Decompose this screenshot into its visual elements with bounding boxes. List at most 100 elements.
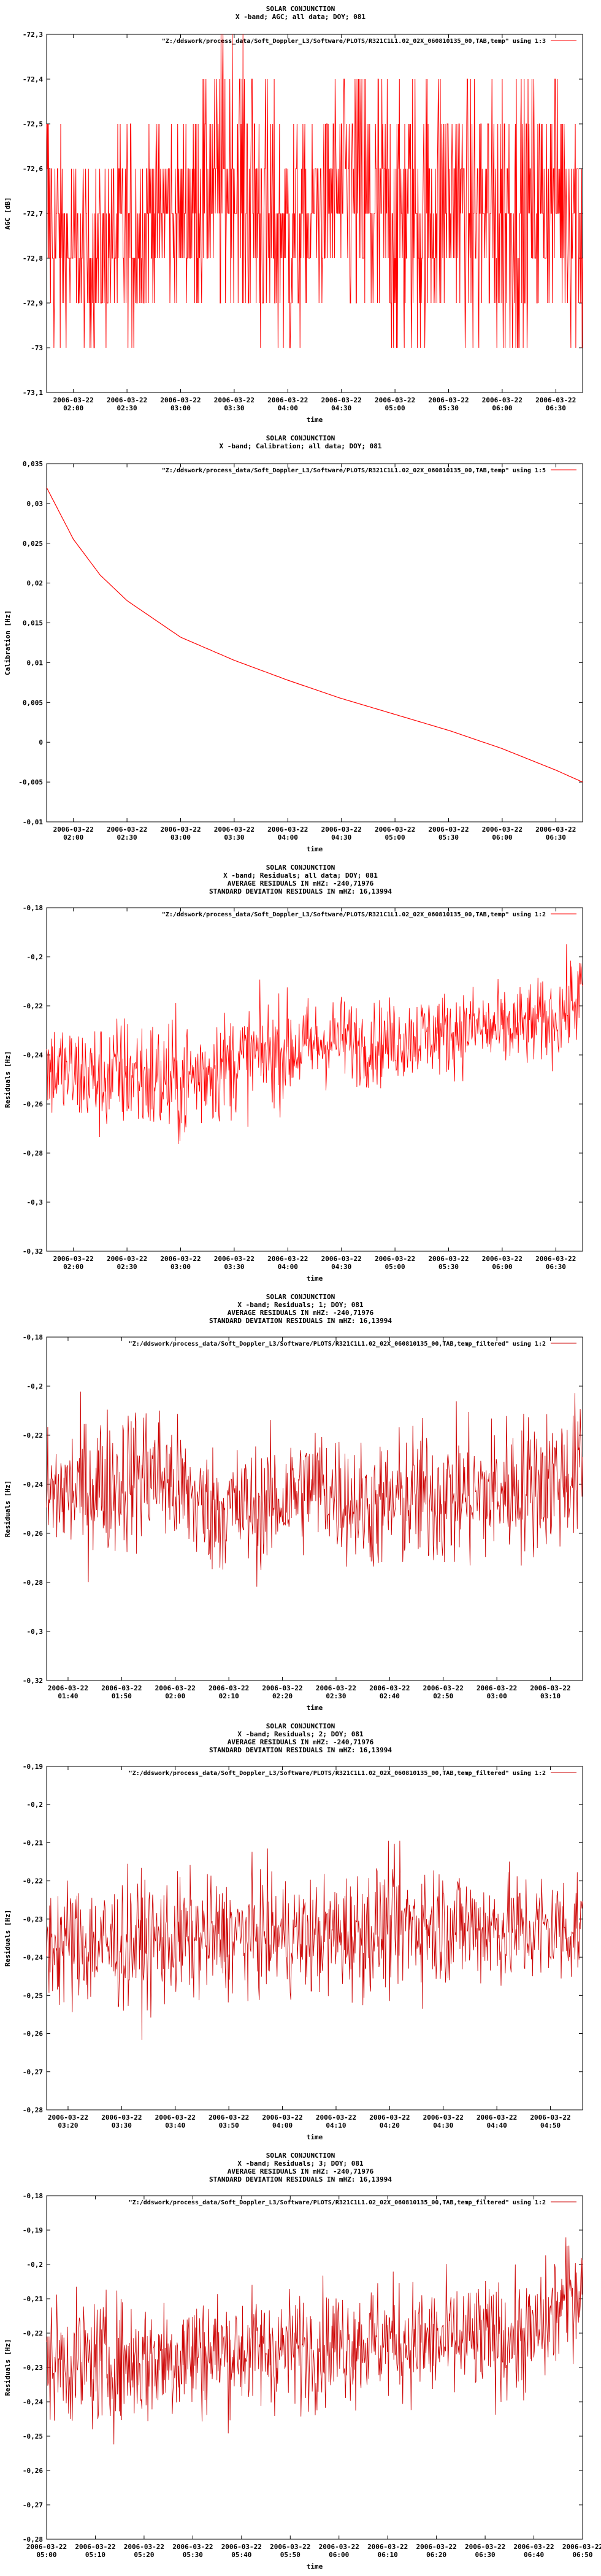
y-tick-label: -0,2 xyxy=(27,953,44,961)
x-tick-date-label: 2006-03-22 xyxy=(316,1684,356,1692)
x-tick-time-label: 05:30 xyxy=(438,834,459,841)
x-tick-date-label: 2006-03-22 xyxy=(535,826,576,834)
x-tick-time-label: 06:30 xyxy=(546,404,566,412)
x-axis-label: time xyxy=(307,845,323,853)
x-tick-date-label: 2006-03-22 xyxy=(267,826,308,834)
x-tick-time-label: 04:50 xyxy=(540,2122,561,2129)
y-tick-label: -0,22 xyxy=(23,1877,43,1885)
y-tick-label: -72,7 xyxy=(23,210,43,218)
y-tick-label: -72,3 xyxy=(23,31,43,39)
x-tick-date-label: 2006-03-22 xyxy=(214,1255,255,1263)
x-tick-date-label: 2006-03-22 xyxy=(321,1255,362,1263)
y-tick-label: -0,23 xyxy=(23,2364,43,2372)
y-tick-label: -0,24 xyxy=(23,2398,43,2406)
y-tick-label: -0,32 xyxy=(23,1677,43,1685)
chart-subtitle: X -band; AGC; all data; DOY; 081 xyxy=(235,13,366,21)
x-tick-date-label: 2006-03-22 xyxy=(160,396,201,404)
x-tick-time-label: 04:20 xyxy=(380,2122,400,2129)
chart-subtitle: X -band; Residuals; all data; DOY; 081 xyxy=(223,872,378,880)
x-tick-time-label: 04:00 xyxy=(272,2122,293,2129)
y-tick-label: -0,27 xyxy=(23,2501,43,2509)
x-tick-date-label: 2006-03-22 xyxy=(369,1684,410,1692)
chart-subtitle: X -band; Residuals; 2; DOY; 081 xyxy=(237,1730,364,1738)
legend-label: "Z:/ddswork/process_data/Soft_Doppler_L3… xyxy=(162,37,546,45)
x-tick-time-label: 03:30 xyxy=(224,1263,244,1271)
x-tick-time-label: 02:00 xyxy=(63,834,83,841)
x-tick-date-label: 2006-03-22 xyxy=(465,2543,505,2551)
y-tick-label: -73,1 xyxy=(23,389,43,397)
x-tick-time-label: 06:10 xyxy=(378,2551,398,2559)
chart-panel: SOLAR CONJUNCTION X -band; Residuals; 1; … xyxy=(0,1288,601,1717)
x-tick-time-label: 03:00 xyxy=(170,1263,191,1271)
y-tick-label: 0,02 xyxy=(27,580,44,588)
x-tick-time-label: 06:40 xyxy=(524,2551,544,2559)
x-tick-date-label: 2006-03-22 xyxy=(375,396,415,404)
x-tick-date-label: 2006-03-22 xyxy=(562,2543,601,2551)
chart-stat-line: STANDARD DEVIATION RESIDUALS IN mHZ: 16,… xyxy=(209,1746,392,1754)
y-tick-label: -73 xyxy=(31,344,43,352)
y-tick-label: -0,26 xyxy=(23,1100,43,1108)
y-tick-label: -0,26 xyxy=(23,2467,43,2475)
chart-panel: SOLAR CONJUNCTION X -band; Calibration; a… xyxy=(0,429,601,859)
x-tick-date-label: 2006-03-22 xyxy=(53,396,94,404)
chart-title: SOLAR CONJUNCTION xyxy=(266,434,335,442)
x-tick-date-label: 2006-03-22 xyxy=(107,1255,147,1263)
x-tick-time-label: 06:00 xyxy=(492,404,512,412)
chart-panel: SOLAR CONJUNCTION X -band; Residuals; all… xyxy=(0,859,601,1288)
y-tick-label: 0,025 xyxy=(23,540,43,548)
x-tick-time-label: 04:30 xyxy=(433,2122,453,2129)
x-tick-date-label: 2006-03-22 xyxy=(267,396,308,404)
legend-label: "Z:/ddswork/process_data/Soft_Doppler_L3… xyxy=(162,467,546,474)
chart-subtitle: X -band; Residuals; 1; DOY; 081 xyxy=(237,1301,364,1309)
x-tick-date-label: 2006-03-22 xyxy=(124,2543,164,2551)
x-tick-date-label: 2006-03-22 xyxy=(262,1684,302,1692)
x-tick-time-label: 04:10 xyxy=(326,2122,346,2129)
y-tick-label: -0,28 xyxy=(23,1149,43,1157)
y-tick-label: -0,25 xyxy=(23,1991,43,1999)
x-tick-date-label: 2006-03-22 xyxy=(270,2543,310,2551)
x-tick-time-label: 06:30 xyxy=(546,1263,566,1271)
x-tick-time-label: 03:00 xyxy=(487,1692,507,1700)
y-tick-label: -0,18 xyxy=(23,904,43,912)
y-tick-label: 0,015 xyxy=(23,619,43,627)
x-tick-time-label: 06:00 xyxy=(329,2551,349,2559)
x-tick-time-label: 05:10 xyxy=(85,2551,105,2559)
x-tick-date-label: 2006-03-22 xyxy=(26,2543,67,2551)
y-axis-label: Residuals [Hz] xyxy=(4,1910,12,1967)
x-tick-time-label: 03:50 xyxy=(219,2122,239,2129)
y-tick-label: -0,18 xyxy=(23,2192,43,2200)
y-axis-label: AGC [dB] xyxy=(4,197,12,230)
x-tick-date-label: 2006-03-22 xyxy=(75,2543,115,2551)
y-tick-label: -0,26 xyxy=(23,2030,43,2038)
y-tick-label: -0,23 xyxy=(23,1915,43,1923)
y-tick-label: -0,2 xyxy=(27,1382,44,1390)
y-tick-label: 0,035 xyxy=(23,460,43,468)
chart-stat-line: AVERAGE RESIDUALS IN mHZ: -240,71976 xyxy=(227,2168,374,2175)
y-tick-label: -0,28 xyxy=(23,1579,43,1587)
y-tick-label: 0,03 xyxy=(27,500,44,508)
chart-stat-line: AVERAGE RESIDUALS IN mHZ: -240,71976 xyxy=(227,880,374,887)
y-tick-label: -72,9 xyxy=(23,299,43,307)
x-tick-time-label: 05:20 xyxy=(134,2551,154,2559)
x-tick-time-label: 02:30 xyxy=(117,834,137,841)
x-tick-date-label: 2006-03-22 xyxy=(48,2114,88,2122)
x-tick-time-label: 05:30 xyxy=(183,2551,203,2559)
y-tick-label: -0,3 xyxy=(27,1628,44,1636)
x-tick-time-label: 05:30 xyxy=(438,404,459,412)
x-tick-time-label: 04:40 xyxy=(487,2122,507,2129)
series-line xyxy=(46,34,583,348)
x-axis-label: time xyxy=(307,2563,323,2570)
x-tick-time-label: 02:30 xyxy=(117,1263,137,1271)
plot-frame xyxy=(46,907,583,1252)
x-tick-time-label: 03:00 xyxy=(170,834,191,841)
y-tick-label: -0,2 xyxy=(27,1801,44,1809)
y-tick-label: -0,22 xyxy=(23,2329,43,2337)
y-tick-label: -0,24 xyxy=(23,1481,43,1489)
x-axis-label: time xyxy=(307,416,323,424)
chart-stat-line: AVERAGE RESIDUALS IN mHZ: -240,71976 xyxy=(227,1738,374,1746)
x-tick-date-label: 2006-03-22 xyxy=(101,2114,142,2122)
x-tick-date-label: 2006-03-22 xyxy=(155,2114,196,2122)
x-tick-date-label: 2006-03-22 xyxy=(369,2114,410,2122)
x-tick-date-label: 2006-03-22 xyxy=(209,1684,249,1692)
chart-subtitle: X -band; Residuals; 3; DOY; 081 xyxy=(237,2160,364,2168)
